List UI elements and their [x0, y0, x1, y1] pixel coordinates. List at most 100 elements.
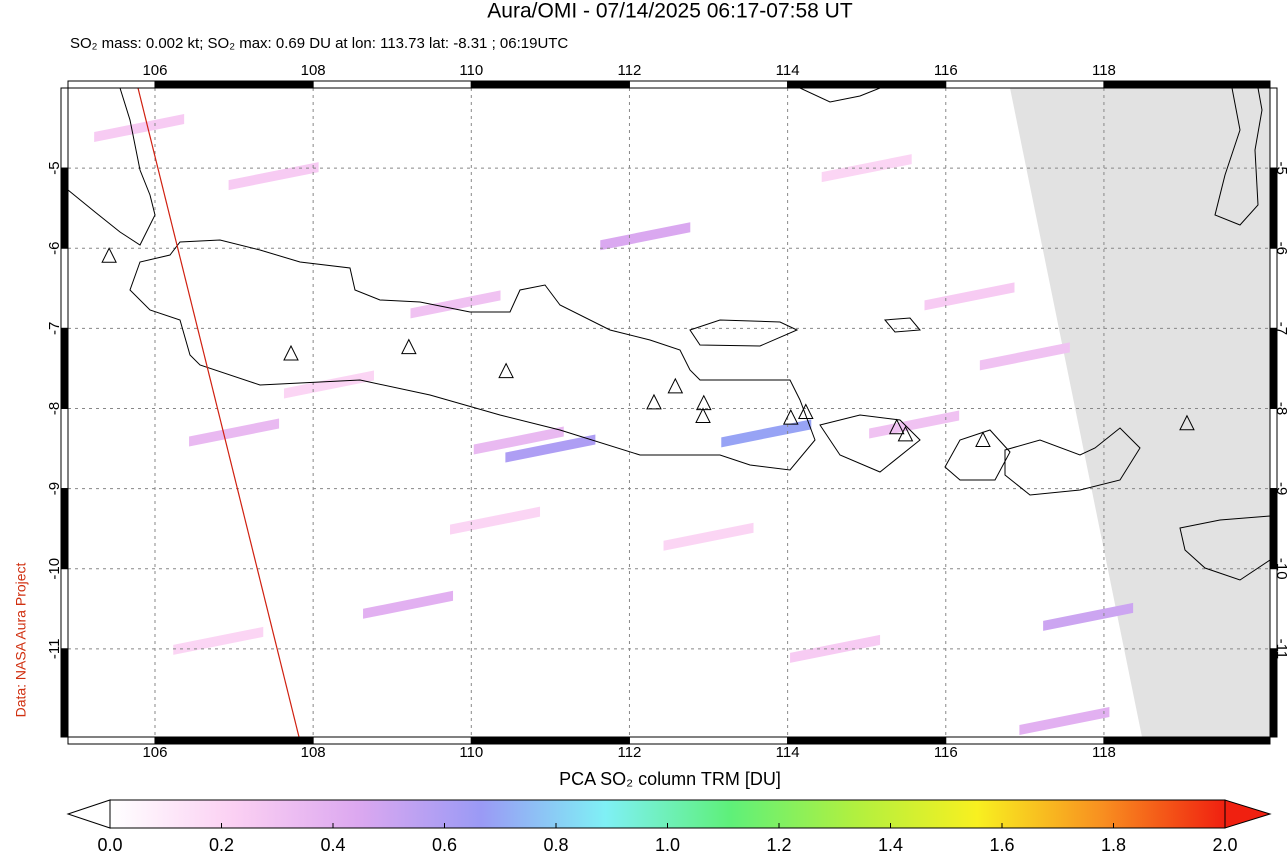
coast-lombok — [944, 429, 1011, 481]
y-tick-label-right: -5 — [1273, 161, 1288, 174]
coast-sulawesi — [1214, 88, 1263, 226]
y-tick-label-right: -9 — [1273, 482, 1288, 495]
orbit-track — [137, 88, 300, 737]
y-tick-label-right: -10 — [1273, 558, 1288, 580]
frame-bar — [60, 488, 69, 570]
colorbar-tick-label: 1.0 — [655, 835, 680, 855]
so2-pixel — [94, 114, 185, 143]
volcano — [797, 403, 814, 419]
y-tick-label-left: -8 — [46, 402, 63, 415]
volcano — [283, 344, 299, 361]
credit: Data: NASA Aura Project — [13, 562, 29, 717]
y-tick-label-left: -6 — [46, 242, 63, 255]
colorbar-tick-label: 0.0 — [97, 835, 122, 855]
volcano — [782, 408, 799, 425]
x-tick-label-bottom: 108 — [301, 744, 326, 761]
frame-bar — [1103, 736, 1271, 745]
x-tick-label-top: 118 — [1092, 62, 1116, 79]
volcano — [498, 362, 514, 379]
so2-pixel — [189, 418, 280, 447]
volcano — [695, 407, 711, 424]
colorbar-tick-label: 1.4 — [878, 835, 903, 855]
coastlines — [68, 88, 1270, 581]
y-tick-label-left: -5 — [46, 161, 63, 174]
coast-java — [129, 239, 816, 471]
coast-borneo — [799, 88, 881, 103]
frame-bar — [628, 80, 789, 89]
y-tick-label-left: -10 — [46, 558, 63, 580]
so2-pixel — [790, 634, 881, 663]
so2-pixel — [283, 370, 374, 399]
so2-pixel — [505, 434, 596, 463]
volcano — [101, 247, 117, 263]
so2-pixel — [410, 290, 501, 319]
y-tick-label-left: -11 — [46, 639, 63, 660]
x-tick-label-top: 108 — [301, 62, 326, 79]
coast-bali — [819, 414, 921, 473]
frame-bar — [628, 736, 789, 745]
frame-bar — [60, 87, 69, 169]
frame-bar — [60, 648, 69, 738]
y-tick-label-right: -8 — [1273, 402, 1288, 415]
colorbar-tick-label: 1.6 — [989, 835, 1014, 855]
volcano — [1179, 414, 1195, 431]
grid-layer — [68, 88, 1270, 737]
volcano — [667, 377, 684, 394]
frame-bar — [470, 80, 630, 89]
y-tick-label-left: -9 — [46, 482, 63, 495]
map-frame: 106 106 108 108 110 110 112 112 114 114 116 116 118 1… — [46, 62, 1288, 761]
colorbar-tick-label: 0.4 — [320, 835, 345, 855]
frame-bar — [154, 736, 314, 745]
x-tick-label-bottom: 118 — [1092, 744, 1116, 761]
so2-pixel — [473, 426, 564, 455]
x-tick-label-top: 114 — [776, 62, 800, 79]
x-tick-label-bottom: 106 — [142, 744, 167, 761]
frame-border — [67, 87, 1271, 738]
x-tick-label-top: 106 — [142, 62, 167, 79]
colorbar-tick-label: 2.0 — [1212, 835, 1237, 855]
frame-bar — [945, 80, 1105, 89]
volcano-layer — [101, 247, 1195, 448]
colorbar-tick-label: 1.8 — [1101, 835, 1126, 855]
frame-bar — [67, 80, 156, 89]
coast-kangean — [883, 317, 922, 333]
so2-pixel — [173, 626, 264, 655]
volcano — [646, 393, 662, 410]
so2-pixel — [1019, 706, 1110, 735]
map-area — [68, 88, 1270, 737]
so2-pixel — [721, 419, 812, 448]
so2-pixel — [450, 506, 541, 535]
pixel-layer — [94, 114, 1134, 735]
colorbar-tick-label: 0.6 — [432, 835, 457, 855]
so2-pixel — [600, 222, 691, 251]
x-tick-label-top: 116 — [934, 62, 958, 79]
subtitle: SO₂ mass: 0.002 kt; SO₂ max: 0.69 DU at … — [70, 35, 568, 52]
frame-bar — [67, 736, 156, 745]
frame-bar — [1269, 648, 1278, 738]
x-tick-label-bottom: 116 — [934, 744, 958, 761]
frame-bar — [312, 736, 472, 745]
frame-bar — [1269, 568, 1278, 650]
frame-bar — [60, 568, 69, 650]
colorbar-under-arrow — [66, 799, 111, 829]
so2-pixel — [924, 282, 1015, 311]
y-tick-label-right: -11 — [1273, 639, 1288, 660]
volcano — [401, 338, 417, 355]
frame-bar — [1269, 247, 1278, 329]
so2-pixel — [1043, 602, 1134, 631]
frame-bar — [787, 736, 947, 745]
so2-pixel — [228, 162, 319, 191]
frame-bar — [1269, 327, 1278, 409]
so2-pixel — [869, 410, 960, 439]
frame-bar — [1269, 488, 1278, 570]
frame-bar — [60, 167, 69, 249]
x-tick-label-top: 112 — [617, 62, 641, 79]
frame-bar — [60, 327, 69, 409]
x-tick-label-top: 110 — [459, 62, 483, 79]
x-tick-label-bottom: 114 — [776, 744, 800, 761]
coast-sumba-flores — [1179, 515, 1270, 581]
x-tick-label-bottom: 112 — [617, 744, 641, 761]
y-tick-label-left: -7 — [46, 322, 63, 335]
colorbar-tick-label: 0.2 — [209, 835, 234, 855]
